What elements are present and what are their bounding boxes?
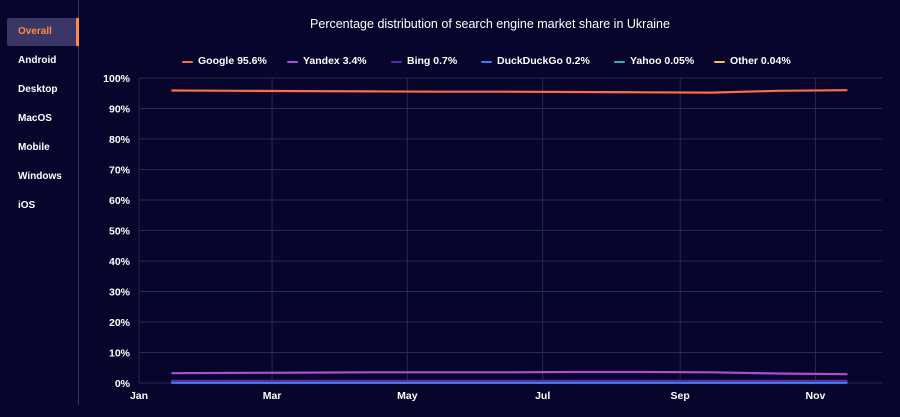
y-tick-label: 30% (109, 287, 131, 299)
sidebar-item-macos[interactable]: MacOS (18, 113, 52, 124)
y-tick-label: 10% (109, 348, 131, 360)
legend-swatch-yahoo (614, 61, 625, 63)
legend-label-bing: Bing 0.7% (407, 55, 458, 67)
x-tick-label: Jul (535, 390, 550, 402)
y-tick-label: 60% (109, 195, 131, 207)
legend-label-duckduckgo: DuckDuckGo 0.2% (497, 55, 590, 67)
y-tick-label: 70% (109, 165, 131, 177)
x-tick-label: May (397, 390, 418, 402)
chart-legend: Google 95.6% Yandex 3.4% Bing 0.7% DuckD… (0, 55, 900, 69)
series-line-google (171, 89, 848, 94)
legend-label-yahoo: Yahoo 0.05% (630, 55, 695, 67)
legend-label-google: Google 95.6% (198, 55, 267, 67)
legend-swatch-yandex (287, 61, 298, 63)
x-tick-label: Jan (130, 390, 148, 402)
y-tick-label: 0% (115, 378, 131, 390)
legend-swatch-other (714, 61, 725, 63)
legend-swatch-bing (391, 61, 402, 63)
y-tick-label: 80% (109, 134, 131, 146)
sidebar-item-overall[interactable]: Overall (7, 18, 79, 46)
y-tick-label: 40% (109, 256, 131, 268)
legend-label-other: Other 0.04% (730, 55, 791, 67)
sidebar-item-desktop[interactable]: Desktop (18, 84, 58, 95)
sidebar-item-android[interactable]: Android (18, 55, 57, 66)
sidebar-item-mobile[interactable]: Mobile (18, 142, 50, 153)
x-tick-label: Sep (671, 390, 690, 402)
y-tick-label: 90% (109, 104, 131, 116)
x-tick-label: Mar (263, 390, 282, 402)
legend-swatch-duckduckgo (481, 61, 492, 63)
y-tick-label: 20% (109, 317, 131, 329)
series-line-yandex (171, 370, 848, 376)
sidebar: Overall Android Desktop MacOS Mobile Win… (0, 0, 79, 405)
y-tick-label: 50% (109, 226, 131, 238)
x-tick-label: Nov (806, 390, 826, 402)
sidebar-item-ios[interactable]: iOS (18, 200, 36, 211)
legend-swatch-google (182, 61, 193, 63)
chart-title: Percentage distribution of search engine… (310, 17, 670, 31)
y-tick-label: 100% (103, 73, 131, 85)
sidebar-item-windows[interactable]: Windows (18, 171, 62, 182)
legend-label-yandex: Yandex 3.4% (303, 55, 367, 67)
